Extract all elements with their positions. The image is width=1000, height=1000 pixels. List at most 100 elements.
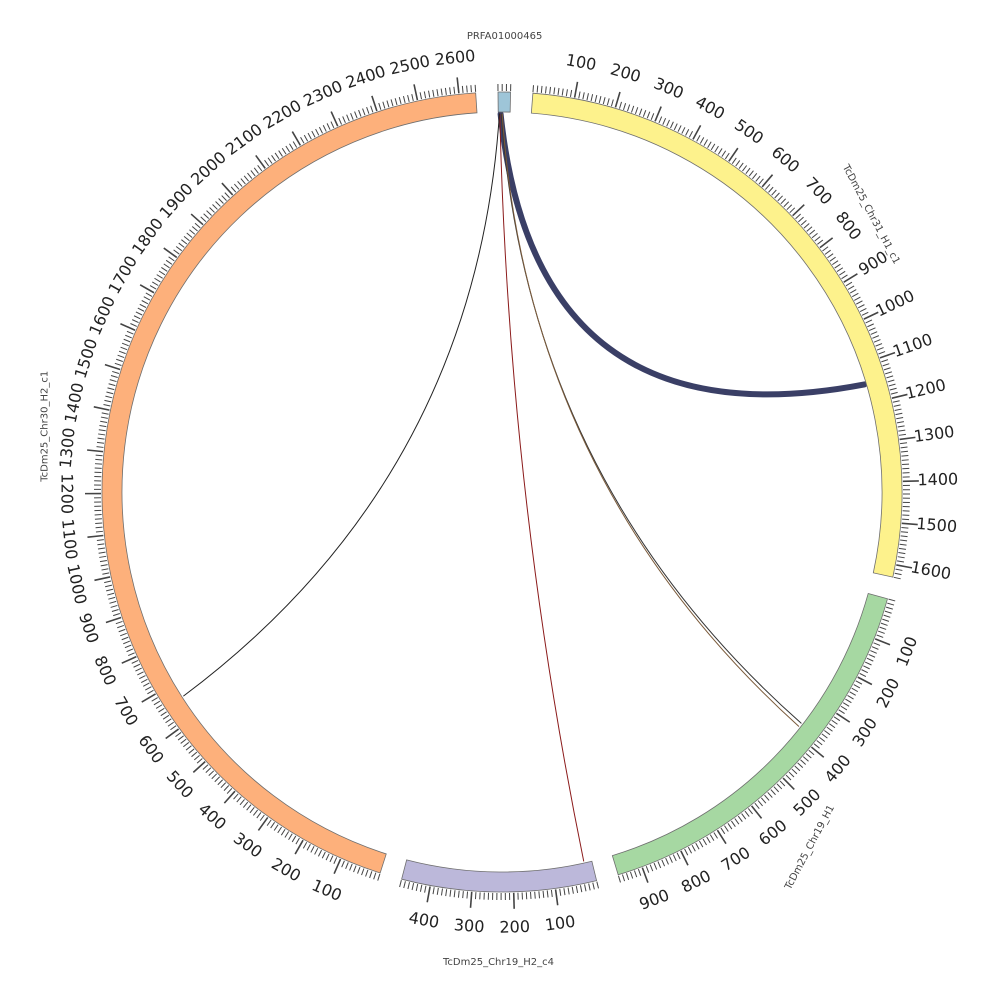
minor-tick bbox=[783, 201, 790, 208]
minor-tick bbox=[788, 771, 795, 778]
minor-tick bbox=[696, 135, 701, 142]
minor-tick bbox=[646, 111, 651, 119]
minor-tick bbox=[621, 874, 626, 882]
minor-tick bbox=[883, 367, 891, 371]
tick-label: 600 bbox=[135, 731, 168, 767]
major-tick bbox=[87, 449, 104, 453]
minor-tick bbox=[345, 862, 349, 870]
minor-tick bbox=[281, 147, 287, 155]
minor-tick bbox=[665, 857, 669, 865]
minor-tick bbox=[744, 810, 750, 817]
minor-tick bbox=[849, 289, 857, 294]
minor-tick bbox=[888, 383, 896, 387]
minor-tick bbox=[795, 213, 801, 220]
minor-tick bbox=[428, 90, 431, 98]
minor-tick bbox=[824, 249, 831, 255]
minor-tick bbox=[108, 383, 116, 387]
minor-tick bbox=[110, 604, 118, 608]
minor-tick bbox=[230, 186, 237, 193]
minor-tick bbox=[95, 522, 103, 524]
major-tick bbox=[614, 91, 621, 108]
minor-tick bbox=[880, 622, 888, 626]
minor-tick bbox=[542, 890, 545, 898]
tick-label: 200 bbox=[499, 917, 530, 937]
major-tick bbox=[104, 363, 121, 371]
minor-tick bbox=[242, 801, 249, 808]
minor-tick bbox=[314, 847, 319, 855]
minor-tick bbox=[872, 335, 880, 339]
tick-label: 400 bbox=[692, 92, 728, 123]
minor-tick bbox=[205, 767, 212, 773]
minor-tick bbox=[638, 108, 643, 116]
minor-tick bbox=[887, 602, 895, 606]
major-tick bbox=[163, 247, 178, 259]
major-tick bbox=[94, 576, 111, 582]
minor-tick bbox=[102, 572, 110, 575]
minor-tick bbox=[898, 547, 907, 550]
minor-tick bbox=[95, 454, 103, 457]
tick-label: 300 bbox=[230, 828, 266, 861]
minor-tick bbox=[567, 887, 570, 895]
minor-tick bbox=[673, 123, 678, 131]
minor-tick bbox=[800, 759, 807, 765]
minor-tick bbox=[365, 869, 369, 877]
major-tick bbox=[901, 522, 918, 526]
minor-tick bbox=[687, 846, 693, 854]
minor-tick bbox=[821, 733, 828, 739]
minor-tick bbox=[411, 883, 415, 891]
minor-tick bbox=[582, 92, 585, 100]
minor-tick bbox=[407, 94, 410, 102]
tick-label: 300 bbox=[453, 915, 485, 936]
minor-tick bbox=[280, 829, 286, 836]
tick-label: 100 bbox=[309, 875, 345, 905]
minor-tick bbox=[563, 888, 566, 896]
minor-tick bbox=[394, 98, 398, 106]
segment-label-chr19h1: TcDm25_Chr19_H1 bbox=[783, 803, 837, 892]
tick-label: 1200 bbox=[57, 473, 76, 514]
minor-tick bbox=[832, 260, 839, 266]
minor-tick bbox=[208, 770, 215, 777]
tick-label: 1300 bbox=[913, 422, 956, 446]
minor-tick bbox=[118, 350, 126, 355]
segments-layer bbox=[101, 91, 903, 893]
major-tick bbox=[294, 839, 304, 855]
minor-tick bbox=[209, 207, 215, 213]
minor-tick bbox=[894, 572, 902, 576]
minor-tick bbox=[145, 686, 152, 691]
minor-tick bbox=[901, 455, 909, 457]
minor-tick bbox=[101, 568, 109, 571]
minor-tick bbox=[642, 110, 647, 117]
minor-tick bbox=[900, 442, 908, 445]
minor-tick bbox=[752, 173, 758, 180]
minor-tick bbox=[99, 559, 107, 563]
major-tick bbox=[413, 84, 419, 101]
minor-tick bbox=[143, 296, 151, 301]
major-tick bbox=[863, 311, 879, 320]
minor-tick bbox=[865, 319, 873, 324]
minor-tick bbox=[878, 351, 886, 355]
minor-tick bbox=[817, 239, 824, 245]
segment-chr30 bbox=[101, 92, 478, 874]
minor-tick bbox=[462, 891, 464, 899]
minor-tick bbox=[824, 730, 831, 736]
major-tick bbox=[192, 761, 206, 773]
minor-tick bbox=[873, 642, 881, 646]
minor-tick bbox=[734, 818, 740, 825]
major-tick bbox=[139, 284, 155, 294]
minor-tick bbox=[411, 93, 414, 102]
minor-tick bbox=[797, 762, 804, 769]
minor-tick bbox=[105, 395, 113, 399]
minor-tick bbox=[685, 129, 690, 136]
minor-tick bbox=[382, 101, 386, 109]
minor-tick bbox=[97, 437, 105, 440]
minor-tick bbox=[155, 704, 163, 709]
minor-tick bbox=[592, 882, 595, 890]
minor-tick bbox=[727, 823, 733, 830]
minor-tick bbox=[124, 644, 132, 649]
minor-tick bbox=[900, 535, 908, 538]
tick-label: 800 bbox=[90, 653, 120, 689]
minor-tick bbox=[798, 216, 804, 223]
minor-tick bbox=[898, 429, 906, 432]
minor-tick bbox=[315, 128, 320, 136]
